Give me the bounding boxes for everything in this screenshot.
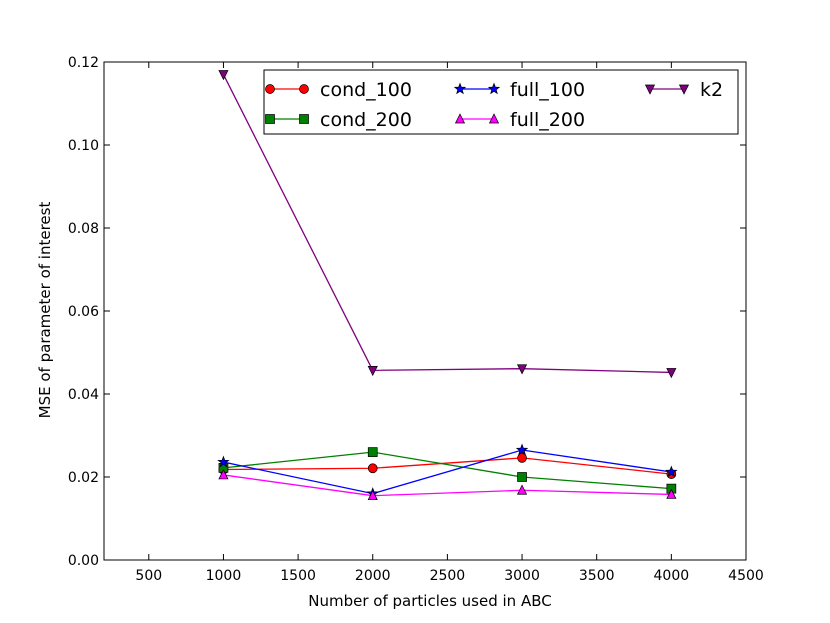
x-tick-label: 2500 bbox=[430, 568, 466, 584]
x-tick-label: 1000 bbox=[206, 568, 242, 584]
data-point-k2 bbox=[666, 368, 677, 379]
x-tick-label: 3500 bbox=[579, 568, 615, 584]
y-axis-label: MSE of parameter of interest bbox=[36, 202, 54, 419]
x-tick-label: 1500 bbox=[280, 568, 316, 584]
data-point-cond_100 bbox=[517, 453, 527, 463]
legend-entry-full_100: full_100 bbox=[453, 79, 585, 101]
y-tick-label: 0.06 bbox=[68, 304, 99, 320]
legend-marker-start bbox=[454, 113, 466, 124]
data-point-full_200 bbox=[516, 484, 528, 495]
legend-label: k2 bbox=[700, 79, 723, 101]
data-point-cond_200 bbox=[517, 472, 527, 482]
y-tick-label: 0.08 bbox=[68, 221, 99, 237]
series-k2 bbox=[218, 70, 677, 379]
x-tick-label: 4000 bbox=[654, 568, 690, 584]
legend-marker-end bbox=[488, 113, 500, 124]
data-point-cond_100 bbox=[367, 463, 378, 474]
legend-label: full_100 bbox=[510, 79, 585, 101]
data-point-cond_200 bbox=[367, 447, 378, 457]
legend-marker-end bbox=[299, 114, 309, 124]
y-tick-label: 0.04 bbox=[68, 387, 99, 403]
x-tick-label: 4500 bbox=[728, 568, 764, 584]
y-tick-label: 0.02 bbox=[68, 470, 99, 486]
axes-layer: 500 1000 1500 2000 2500 3000 3500 4000 4500 0.00 0… bbox=[68, 55, 764, 584]
legend-label: cond_200 bbox=[320, 109, 412, 131]
series-cond_200 bbox=[218, 447, 677, 494]
data-point-full_100 bbox=[515, 443, 529, 456]
data-point-full_100 bbox=[665, 465, 678, 478]
legend-label: full_200 bbox=[510, 109, 585, 131]
legend-marker-start bbox=[644, 84, 656, 95]
data-point-k2 bbox=[218, 70, 229, 81]
legend-box bbox=[263, 69, 739, 135]
x-tick-label: 3000 bbox=[504, 568, 540, 584]
legend-entry-cond_100: cond_100 bbox=[265, 79, 412, 101]
data-point-full_200 bbox=[666, 488, 677, 499]
data-point-full_200 bbox=[367, 489, 378, 501]
legend-entry-k2: k2 bbox=[644, 79, 723, 101]
series-layer bbox=[217, 70, 678, 501]
x-axis-label: Number of particles used in ABC bbox=[308, 592, 551, 610]
x-tick-label: 500 bbox=[135, 568, 162, 584]
legend-marker-start bbox=[265, 84, 275, 94]
legend-marker-end bbox=[678, 84, 690, 95]
legend-entry-full_200: full_200 bbox=[454, 109, 585, 131]
series-full_200 bbox=[218, 469, 677, 501]
series-line-full_100 bbox=[223, 449, 672, 495]
y-tick-label: 0.12 bbox=[68, 55, 99, 71]
legend-label: cond_100 bbox=[320, 79, 412, 101]
data-point-k2 bbox=[516, 364, 528, 375]
data-point-full_200 bbox=[218, 469, 229, 480]
series-line-k2 bbox=[222, 74, 672, 374]
plot-background bbox=[104, 62, 746, 560]
legend-entry-cond_200: cond_200 bbox=[265, 109, 412, 131]
x-tick-label: 2000 bbox=[355, 568, 391, 584]
data-point-k2 bbox=[367, 365, 378, 377]
data-point-full_100 bbox=[217, 455, 230, 468]
series-line-full_200 bbox=[223, 474, 672, 497]
series-line-cond_200 bbox=[223, 451, 672, 490]
y-tick-label: 0.00 bbox=[68, 553, 99, 569]
legend-marker-start bbox=[265, 114, 275, 124]
legend-marker-start bbox=[453, 82, 467, 95]
legend-marker-end bbox=[299, 84, 309, 94]
legend-marker-end bbox=[487, 82, 501, 95]
y-tick-label: 0.10 bbox=[68, 138, 99, 154]
legend: cond_100 cond_200 full_100 full_200 k2 bbox=[263, 69, 739, 135]
plot-area bbox=[104, 62, 746, 560]
series-line-cond_100 bbox=[223, 457, 672, 475]
